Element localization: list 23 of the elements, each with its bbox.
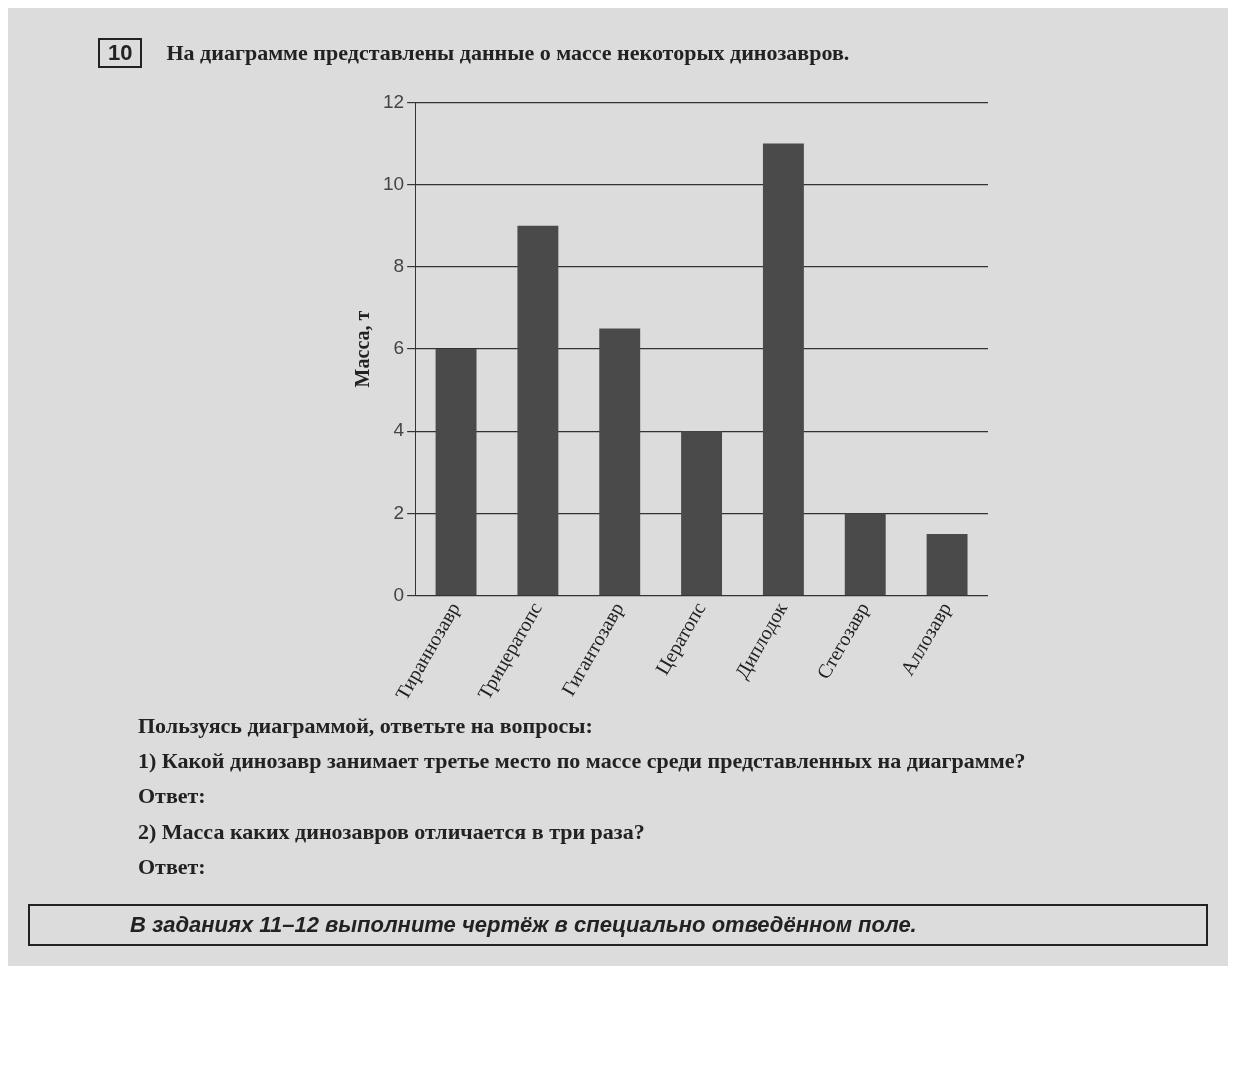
y-axis-title: Масса, т [351, 310, 374, 388]
text: Ответ: [137, 782, 207, 811]
text: 10 [98, 38, 143, 68]
bar [844, 513, 886, 596]
bar [435, 349, 477, 596]
y-tick-label: 12 [382, 90, 405, 112]
text: Пользуясь диаграммой, ответьте на вопросы: [137, 712, 594, 740]
y-tick-label: 6 [393, 337, 405, 359]
chart-title: На диаграмме представлены данные о массе некоторых динозавров. [166, 40, 850, 66]
bar [517, 225, 559, 596]
bar [762, 143, 804, 596]
y-tick-label: 10 [382, 172, 405, 194]
text: 2) Масса каких динозавров отличается в три раза? [137, 817, 646, 846]
bar [599, 328, 641, 596]
bar [681, 431, 723, 596]
text: 1) Какой динозавр занимает третье место по массе среди представленных на диаграмме? [137, 747, 1027, 776]
y-tick-label: 2 [393, 501, 405, 523]
y-tick-label: 8 [393, 255, 405, 277]
text: Ответ: [137, 852, 207, 881]
y-tick-label: 0 [393, 583, 405, 605]
bar [926, 534, 968, 596]
y-tick-label: 4 [393, 419, 405, 441]
text: В заданиях 11–12 выполните чертёж в специально отведённом поле. [28, 903, 1208, 946]
